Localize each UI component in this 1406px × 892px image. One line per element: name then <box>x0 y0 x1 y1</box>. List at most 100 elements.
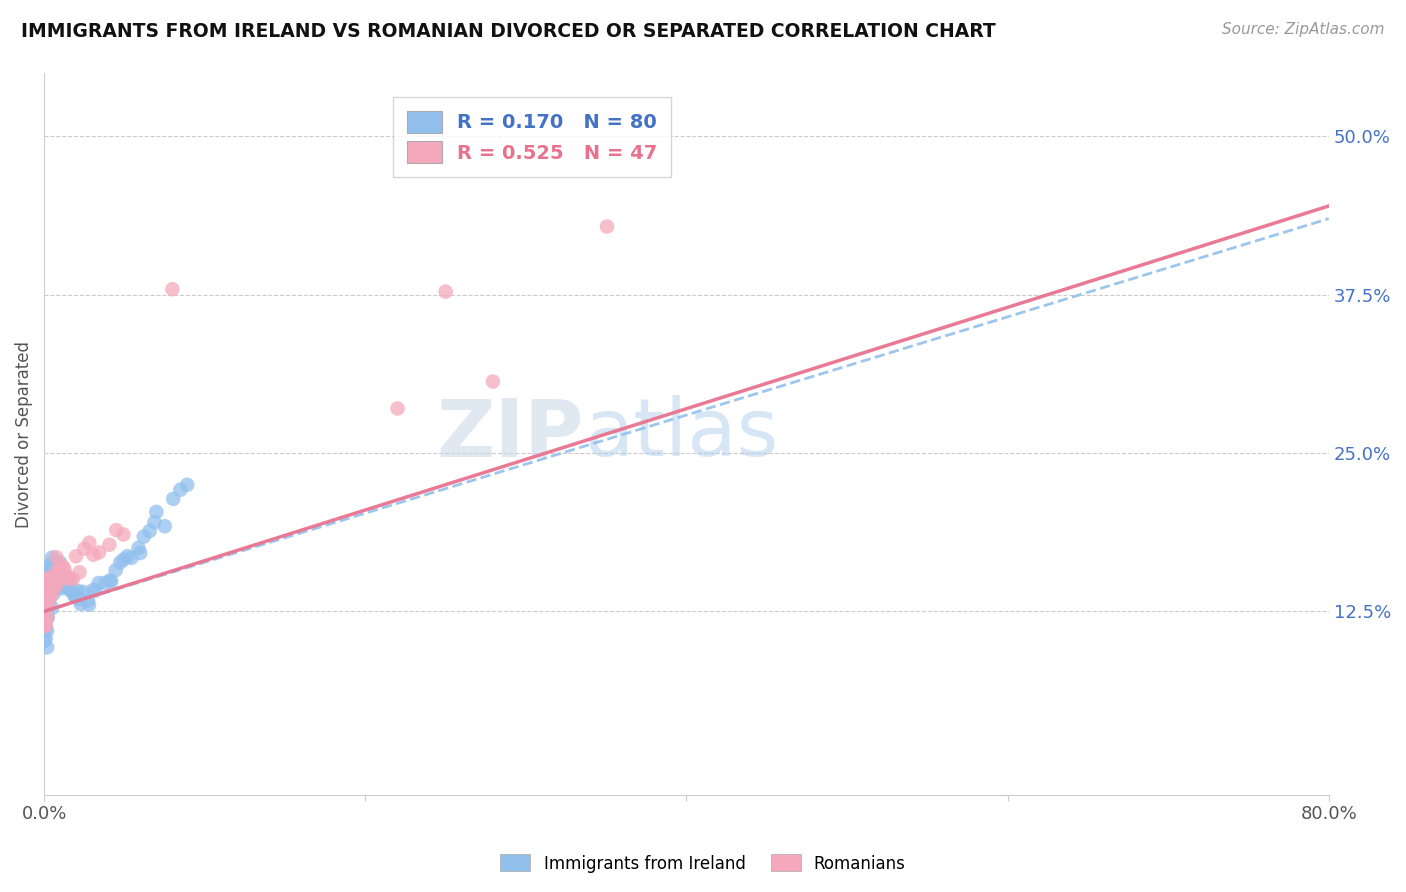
Point <box>73 541 96 556</box>
Point <box>87 575 110 590</box>
Point <box>53 563 76 577</box>
Point <box>34 586 56 600</box>
Point <box>49 558 72 572</box>
Point <box>127 541 149 555</box>
Point <box>39 578 62 592</box>
Point <box>34 602 56 616</box>
Point <box>38 594 60 608</box>
Point <box>41 550 63 565</box>
Point <box>59 583 82 598</box>
Point <box>63 589 86 603</box>
Point <box>51 580 73 594</box>
Point <box>51 574 73 589</box>
Point <box>100 574 122 589</box>
Point <box>153 519 176 533</box>
Point <box>44 556 66 570</box>
Point <box>48 575 70 590</box>
Point <box>42 573 65 587</box>
Point <box>67 584 90 599</box>
Point <box>169 483 191 497</box>
Point <box>44 580 66 594</box>
Point <box>42 572 65 586</box>
Point <box>37 595 59 609</box>
Text: IMMIGRANTS FROM IRELAND VS ROMANIAN DIVORCED OR SEPARATED CORRELATION CHART: IMMIGRANTS FROM IRELAND VS ROMANIAN DIVO… <box>21 22 995 41</box>
Point <box>162 491 184 506</box>
Point <box>138 524 160 538</box>
Point <box>132 530 155 544</box>
Point <box>35 582 58 597</box>
Point <box>112 527 135 541</box>
Point <box>37 591 59 605</box>
Point <box>98 538 121 552</box>
Point <box>45 575 67 590</box>
Point <box>482 375 505 389</box>
Point <box>129 546 152 560</box>
Point <box>69 597 91 611</box>
Point <box>37 611 59 625</box>
Point <box>49 576 72 591</box>
Point <box>37 600 59 615</box>
Point <box>94 576 117 591</box>
Point <box>39 576 62 591</box>
Point <box>37 566 59 581</box>
Point <box>35 578 58 592</box>
Point <box>37 597 59 611</box>
Point <box>49 582 72 596</box>
Point <box>58 571 80 585</box>
Point <box>56 571 79 585</box>
Point <box>32 613 55 627</box>
Point <box>37 624 59 638</box>
Point <box>39 564 62 578</box>
Point <box>38 574 60 588</box>
Point <box>87 545 110 559</box>
Text: atlas: atlas <box>583 395 778 473</box>
Point <box>48 569 70 583</box>
Legend: Immigrants from Ireland, Romanians: Immigrants from Ireland, Romanians <box>494 847 912 880</box>
Point <box>65 549 87 564</box>
Point <box>112 552 135 566</box>
Point <box>39 564 62 578</box>
Point <box>59 583 82 598</box>
Point <box>76 594 98 608</box>
Legend: R = 0.170   N = 80, R = 0.525   N = 47: R = 0.170 N = 80, R = 0.525 N = 47 <box>394 97 671 177</box>
Y-axis label: Divorced or Separated: Divorced or Separated <box>15 341 32 527</box>
Point <box>84 583 107 598</box>
Text: ZIP: ZIP <box>436 395 583 473</box>
Point <box>145 505 167 519</box>
Point <box>38 583 60 598</box>
Point <box>37 571 59 585</box>
Point <box>162 282 184 296</box>
Point <box>121 550 143 565</box>
Point <box>35 619 58 633</box>
Point <box>62 572 84 586</box>
Point <box>48 564 70 578</box>
Point <box>69 566 91 580</box>
Point <box>98 574 121 588</box>
Point <box>39 589 62 603</box>
Point <box>52 572 75 586</box>
Point <box>35 588 58 602</box>
Point <box>59 573 82 587</box>
Point <box>34 612 56 626</box>
Point <box>434 285 457 299</box>
Point <box>41 600 63 615</box>
Point <box>45 558 67 573</box>
Point <box>77 598 100 612</box>
Point <box>52 574 75 588</box>
Point <box>41 566 63 580</box>
Point <box>48 564 70 578</box>
Point <box>35 610 58 624</box>
Point <box>39 570 62 584</box>
Point <box>37 610 59 624</box>
Point <box>387 401 409 416</box>
Point <box>41 558 63 572</box>
Point <box>42 575 65 590</box>
Point <box>110 556 132 570</box>
Point <box>49 555 72 569</box>
Point <box>46 563 69 577</box>
Point <box>51 578 73 592</box>
Point <box>67 592 90 607</box>
Point <box>65 589 87 603</box>
Point <box>63 588 86 602</box>
Point <box>44 567 66 582</box>
